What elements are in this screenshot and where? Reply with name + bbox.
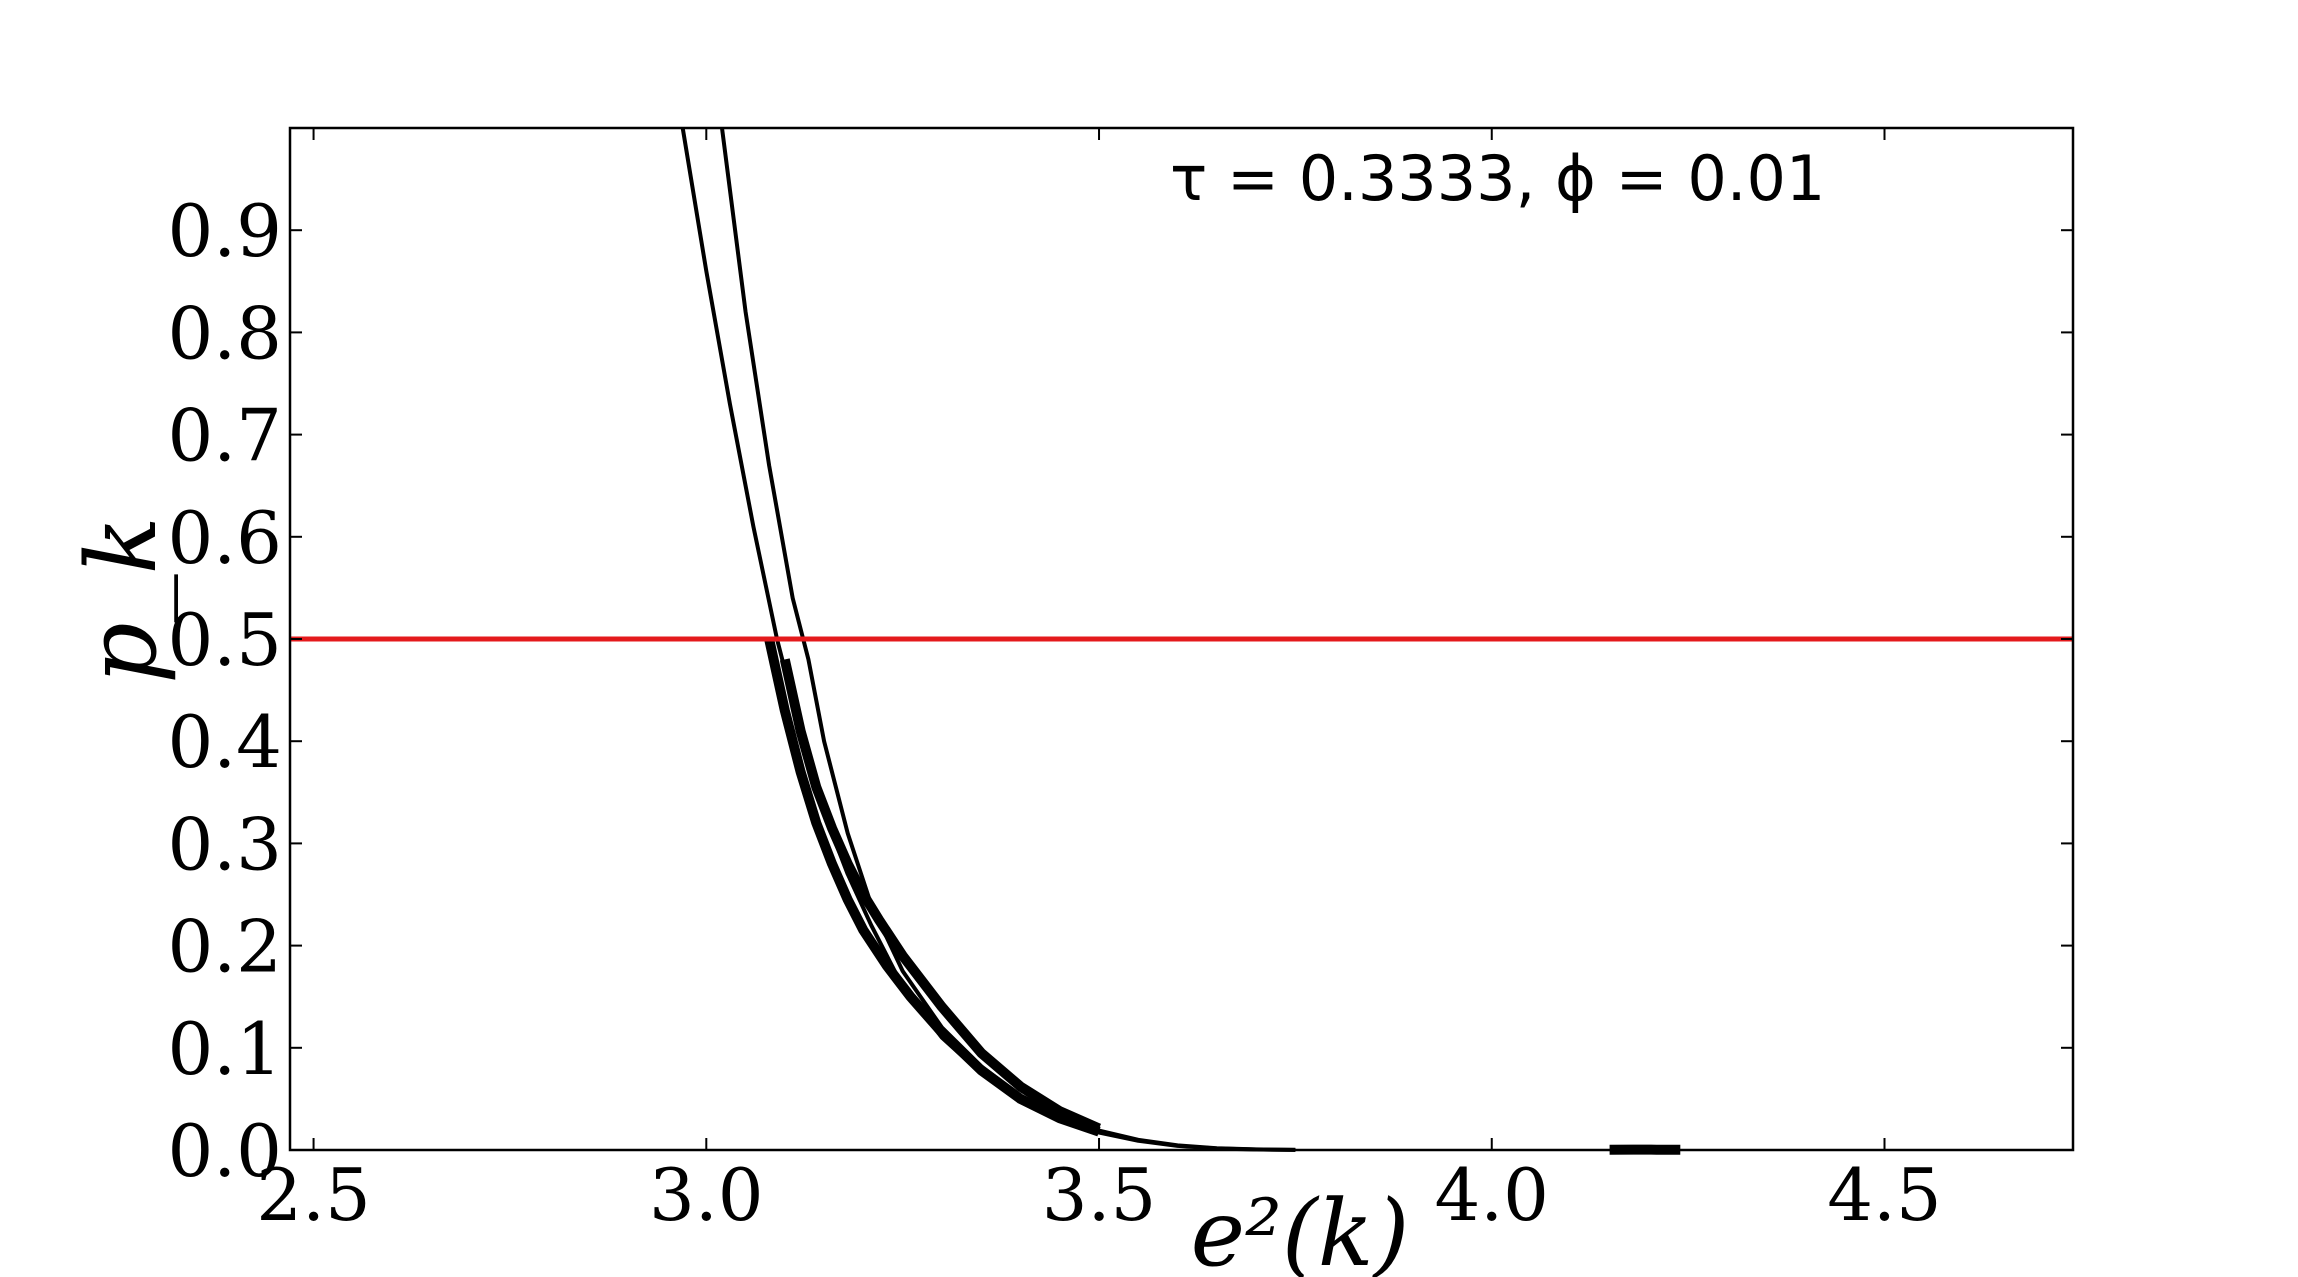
x-tick-label: 3.5 (1042, 1153, 1157, 1237)
x-axis-label: e²(k) (1191, 1180, 1410, 1277)
y-axis-label: p_k (66, 516, 178, 684)
y-tick-label: 0.1 (167, 1007, 282, 1091)
x-tick-label: 4.5 (1827, 1153, 1942, 1237)
y-tick-label: 0.0 (167, 1109, 282, 1193)
annotation-text: τ = 0.3333, ϕ = 0.01 (1170, 142, 1825, 215)
x-tick-label: 4.0 (1434, 1153, 1549, 1237)
y-tick-label: 0.5 (167, 598, 282, 682)
series-curve-4 (764, 637, 1101, 1137)
y-tick-label: 0.2 (167, 905, 282, 989)
x-tick-label: 2.5 (256, 1153, 371, 1237)
y-tick-label: 0.4 (167, 700, 282, 784)
x-tick-label: 3.0 (649, 1153, 764, 1237)
tick-marks (290, 128, 2073, 1151)
y-tick-label: 0.9 (167, 189, 282, 273)
series-curve-3 (779, 658, 1102, 1134)
y-tick-label: 0.6 (167, 496, 282, 580)
y-tick-label: 0.8 (167, 291, 282, 375)
y-tick-label: 0.3 (167, 802, 282, 886)
y-tick-label: 0.7 (167, 394, 282, 478)
y-tick-labels: 0.0 0.1 0.2 0.3 0.4 0.5 0.6 0.7 0.8 0.9 (167, 189, 282, 1193)
series-layer (680, 127, 1681, 1155)
x-tick-labels: 2.5 3.0 3.5 4.0 4.5 (256, 1153, 1941, 1237)
